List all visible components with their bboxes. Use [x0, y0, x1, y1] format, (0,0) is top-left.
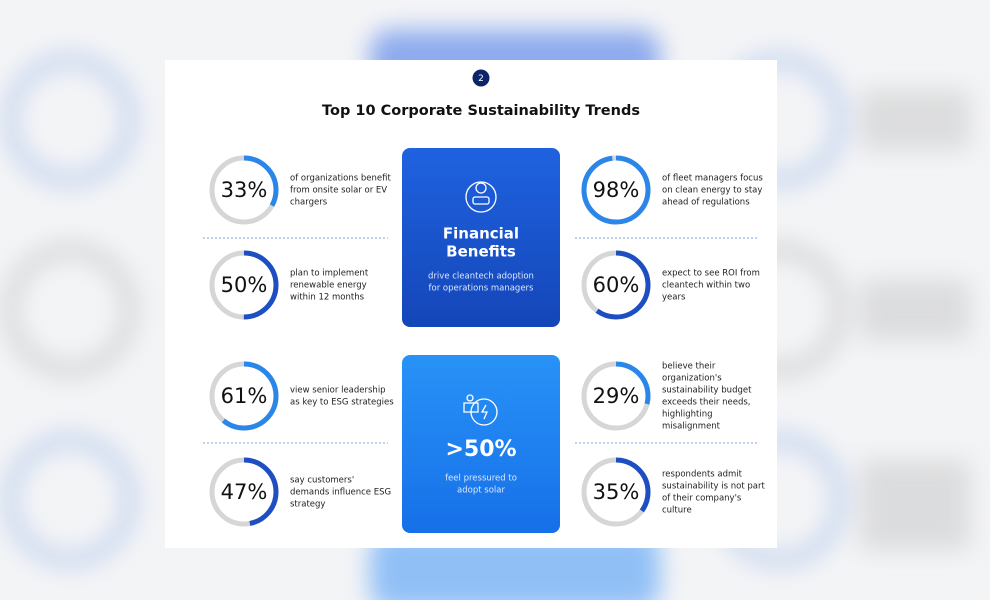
solar-icon	[463, 394, 498, 426]
stat-value: 47%	[221, 480, 268, 504]
stat-text: cleantech within two	[662, 281, 750, 291]
stat-text: renewable energy	[290, 281, 367, 291]
stat-text: plan to implement	[290, 269, 369, 279]
stat-text: sustainability is not part	[662, 482, 766, 492]
stat-value: 60%	[593, 273, 640, 297]
ring-arc	[209, 361, 279, 431]
card-text: for operations managers	[429, 284, 535, 294]
stat-text: as key to ESG strategies	[290, 398, 394, 408]
stat-text: years	[662, 293, 686, 303]
stat-value: 61%	[221, 384, 268, 408]
stat-text: from onsite solar or EV	[290, 186, 387, 196]
ring-arc	[209, 155, 279, 225]
stat-text: misalignment	[662, 422, 721, 432]
stat-text: expect to see ROI from	[662, 269, 760, 279]
ring-arc	[581, 250, 651, 320]
ring-arc	[209, 457, 279, 527]
stat-text: organization's	[662, 374, 722, 384]
stat-text: of fleet managers focus	[662, 174, 763, 184]
title: Top 10 Corporate Sustainability Trends	[322, 103, 640, 119]
stat-text: highlighting	[662, 410, 713, 420]
badge-number: 2	[478, 74, 484, 84]
card-heading: Financial	[443, 225, 519, 243]
solar-card	[402, 355, 560, 533]
stat-text: of their company's	[662, 494, 742, 504]
card-heading: >50%	[445, 437, 516, 462]
ring-arc	[581, 361, 651, 431]
ring-arc	[581, 457, 651, 527]
stat-text: of organizations benefit	[290, 174, 391, 184]
stat-text: ahead of regulations	[662, 198, 750, 208]
stat-value: 35%	[593, 480, 640, 504]
stat-value: 98%	[593, 178, 640, 202]
card-text: feel pressured to	[445, 474, 517, 484]
card-heading: Benefits	[446, 243, 516, 261]
stat-text: sustainability budget	[662, 386, 752, 396]
stat-text: culture	[662, 506, 692, 516]
stat-text: respondents admit	[662, 470, 743, 480]
stat-value: 50%	[221, 273, 268, 297]
stat-value: 33%	[221, 178, 268, 202]
card-text: drive cleantech adoption	[428, 272, 534, 282]
stat-text: believe their	[662, 362, 716, 372]
stat-text: demands influence ESG	[290, 488, 391, 498]
badge	[472, 69, 490, 87]
ring-arc	[581, 155, 651, 225]
stat-value: 29%	[593, 384, 640, 408]
financial-card	[402, 148, 560, 327]
money-icon	[465, 181, 497, 213]
stat-text: within 12 months	[290, 293, 365, 303]
stat-text: on clean energy to stay	[662, 186, 762, 196]
stat-text: view senior leadership	[290, 386, 386, 396]
stat-text: strategy	[290, 500, 325, 510]
stat-text: chargers	[290, 198, 328, 208]
ring-arc	[209, 250, 279, 320]
stat-text: exceeds their needs,	[662, 398, 751, 408]
stat-text: say customers'	[290, 476, 354, 486]
card-text: adopt solar	[457, 486, 505, 496]
